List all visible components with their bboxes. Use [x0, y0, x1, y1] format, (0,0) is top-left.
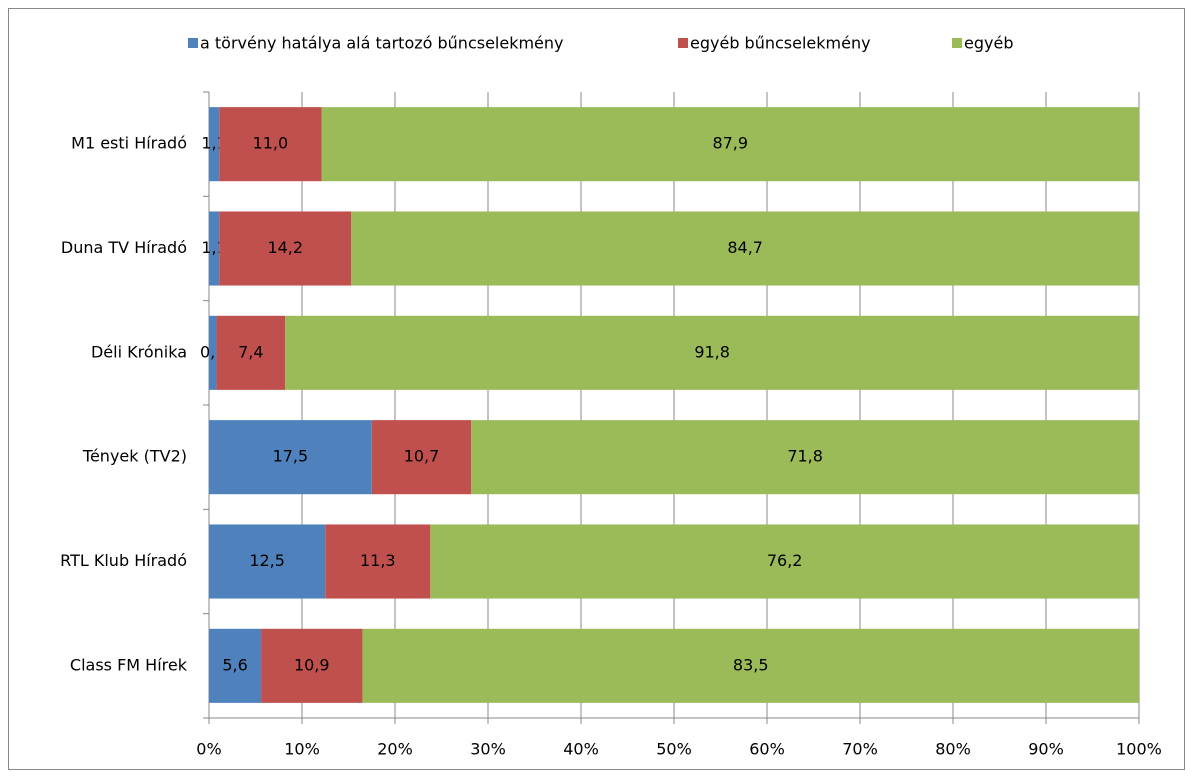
- data-label: 10,9: [294, 655, 330, 674]
- bar-segment: [362, 628, 1139, 703]
- bar-segment: [209, 628, 262, 703]
- y-tick-label: Duna TV Híradó: [61, 238, 187, 257]
- y-tick-label: RTL Klub Híradó: [60, 551, 187, 570]
- bar-segment: [209, 211, 220, 286]
- data-label: 76,2: [767, 551, 803, 570]
- bar-segment: [430, 524, 1140, 599]
- x-tick-label: 100%: [1116, 740, 1162, 759]
- data-label: 87,9: [712, 134, 748, 153]
- bar-segment: [471, 420, 1139, 495]
- x-tick-label: 10%: [284, 740, 320, 759]
- legend-label: egyéb bűncselekmény: [690, 34, 871, 53]
- data-label: 11,0: [253, 134, 289, 153]
- x-tick-label: 30%: [470, 740, 506, 759]
- bar-segment: [325, 524, 431, 599]
- x-tick-label: 0%: [196, 740, 221, 759]
- data-label: 84,7: [727, 238, 763, 257]
- bar-segment: [219, 211, 352, 286]
- bar-segment: [209, 107, 220, 182]
- x-tick-label: 50%: [656, 740, 692, 759]
- bar-segment: [209, 420, 372, 495]
- legend-swatch: [188, 38, 198, 48]
- legend-label: egyéb: [964, 34, 1013, 53]
- legend-swatch: [952, 38, 962, 48]
- y-tick-label: Tények (TV2): [82, 447, 187, 466]
- bar-segment: [321, 107, 1139, 182]
- data-label: 91,8: [694, 342, 730, 361]
- x-tick-label: 20%: [377, 740, 413, 759]
- data-label: 12,5: [249, 551, 285, 570]
- x-tick-label: 80%: [935, 740, 971, 759]
- bar-segment: [371, 420, 472, 495]
- bar-segment: [285, 315, 1139, 390]
- data-label: 7,4: [238, 342, 263, 361]
- bar-segment: [209, 524, 326, 599]
- x-tick-label: 90%: [1028, 740, 1064, 759]
- y-tick-label: M1 esti Híradó: [71, 134, 187, 153]
- data-label: 71,8: [787, 447, 823, 466]
- bar-segment: [209, 315, 217, 390]
- data-label: 5,6: [222, 655, 247, 674]
- x-tick-label: 40%: [563, 740, 599, 759]
- data-label: 17,5: [273, 447, 309, 466]
- legend-label: a törvény hatálya alá tartozó bűncselekm…: [200, 34, 564, 53]
- bar-segment: [261, 628, 363, 703]
- bar-segment: [219, 107, 322, 182]
- data-label: 10,7: [404, 447, 440, 466]
- y-tick-label: Class FM Hírek: [70, 655, 188, 674]
- legend-swatch: [678, 38, 688, 48]
- x-tick-label: 60%: [749, 740, 785, 759]
- data-label: 14,2: [267, 238, 303, 257]
- y-tick-label: Déli Krónika: [91, 342, 187, 361]
- bar-segment: [216, 315, 286, 390]
- bar-segment: [351, 211, 1139, 286]
- data-label: 83,5: [733, 655, 769, 674]
- data-label: 11,3: [360, 551, 396, 570]
- x-tick-label: 70%: [842, 740, 878, 759]
